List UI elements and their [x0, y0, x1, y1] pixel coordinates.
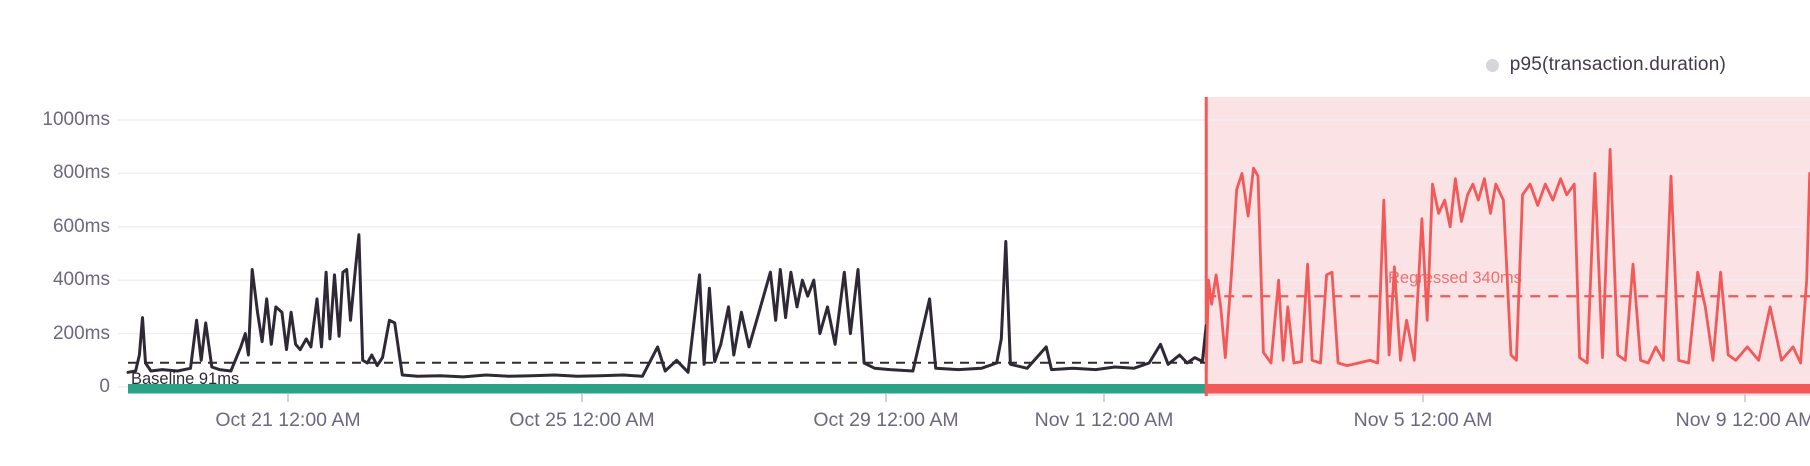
legend-marker-icon: [1485, 58, 1499, 72]
y-axis-label: 600ms: [52, 215, 110, 237]
y-axis-label: 200ms: [52, 322, 110, 344]
regression-region: [1206, 97, 1810, 396]
legend-series-label: p95(transaction.duration): [1509, 54, 1726, 75]
series-line-regressed: [1204, 147, 1810, 373]
regression-period-bar: [1206, 384, 1810, 394]
baseline-value-label: Baseline 91ms: [131, 370, 240, 388]
x-axis-label: Oct 29 12:00 AM: [813, 409, 959, 431]
legend[interactable]: p95(transaction.duration): [1485, 54, 1726, 76]
x-axis-label: Nov 1 12:00 AM: [1034, 409, 1174, 431]
y-axis-label: 400ms: [52, 269, 110, 291]
x-axis-label: Oct 25 12:00 AM: [509, 409, 655, 431]
x-axis-label: Nov 9 12:00 AM: [1675, 409, 1810, 431]
y-axis-label: 800ms: [52, 162, 110, 184]
series-line-baseline: [126, 233, 1208, 379]
regression-start-line: [1204, 97, 1208, 396]
baseline-period-bar: [128, 384, 1207, 394]
y-axis-label: 1000ms: [42, 109, 110, 130]
x-axis-label: Nov 5 12:00 AM: [1353, 409, 1493, 431]
y-axis-label: 0: [99, 376, 110, 397]
x-axis-label: Oct 21 12:00 AM: [215, 409, 361, 431]
regressed-value-label: Regressed 340ms: [1388, 269, 1522, 287]
